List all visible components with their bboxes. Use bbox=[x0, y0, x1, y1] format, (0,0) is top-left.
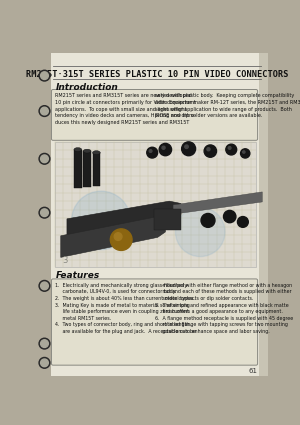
Circle shape bbox=[204, 145, 217, 157]
Text: RM215T·315T SERIES PLASTIC 10 PIN VIDEO CONNECTORS: RM215T·315T SERIES PLASTIC 10 PIN VIDEO … bbox=[26, 70, 289, 79]
Circle shape bbox=[39, 357, 50, 368]
FancyBboxPatch shape bbox=[52, 90, 258, 140]
Circle shape bbox=[243, 151, 245, 153]
Circle shape bbox=[149, 150, 152, 153]
Circle shape bbox=[39, 207, 50, 218]
Bar bbox=[259, 53, 268, 376]
Circle shape bbox=[162, 146, 165, 149]
Circle shape bbox=[40, 107, 48, 115]
Circle shape bbox=[40, 340, 48, 348]
Circle shape bbox=[201, 213, 215, 227]
Circle shape bbox=[40, 282, 48, 290]
Ellipse shape bbox=[83, 149, 91, 153]
Bar bbox=[83, 151, 91, 187]
Circle shape bbox=[228, 147, 231, 149]
Circle shape bbox=[182, 142, 196, 156]
Circle shape bbox=[39, 338, 50, 349]
Polygon shape bbox=[61, 217, 165, 258]
Ellipse shape bbox=[92, 151, 100, 155]
Circle shape bbox=[114, 233, 122, 241]
Circle shape bbox=[39, 280, 50, 291]
Circle shape bbox=[39, 70, 50, 81]
Circle shape bbox=[159, 143, 172, 156]
Circle shape bbox=[72, 191, 130, 249]
Circle shape bbox=[226, 144, 237, 155]
Bar bbox=[154, 209, 181, 230]
Circle shape bbox=[207, 148, 210, 151]
Circle shape bbox=[224, 210, 236, 223]
Text: mounted with either flange method or with a hexagon
     nut and each of these m: mounted with either flange method or wit… bbox=[155, 283, 294, 334]
Bar bbox=[55, 142, 256, 267]
Bar bbox=[92, 153, 100, 186]
Text: 3: 3 bbox=[63, 256, 68, 265]
Ellipse shape bbox=[74, 147, 82, 151]
Circle shape bbox=[238, 217, 248, 227]
Text: Introduction: Introduction bbox=[56, 83, 119, 92]
Text: RM215T series and RM315T series are newly developed
10 pin circle at connectors : RM215T series and RM315T series are newl… bbox=[55, 94, 196, 125]
Circle shape bbox=[110, 229, 132, 250]
Text: 1.  Electrically and mechanically strong glass-filled poly-
     carbonate, UL94: 1. Electrically and mechanically strong … bbox=[55, 283, 196, 334]
Polygon shape bbox=[173, 192, 262, 214]
Circle shape bbox=[40, 155, 48, 163]
Text: Features: Features bbox=[56, 271, 100, 280]
FancyBboxPatch shape bbox=[52, 279, 258, 365]
Circle shape bbox=[147, 147, 158, 158]
Text: series with plastic body.  Keeping complete compatibility
with connector maker R: series with plastic body. Keeping comple… bbox=[155, 94, 300, 118]
Polygon shape bbox=[67, 201, 181, 240]
Text: 61: 61 bbox=[249, 368, 258, 374]
Circle shape bbox=[39, 153, 50, 164]
Circle shape bbox=[40, 72, 48, 79]
Bar bbox=[74, 150, 82, 188]
Circle shape bbox=[40, 209, 48, 217]
Circle shape bbox=[176, 207, 225, 257]
Circle shape bbox=[241, 149, 250, 158]
Circle shape bbox=[39, 106, 50, 116]
Circle shape bbox=[40, 359, 48, 367]
Circle shape bbox=[185, 145, 188, 148]
